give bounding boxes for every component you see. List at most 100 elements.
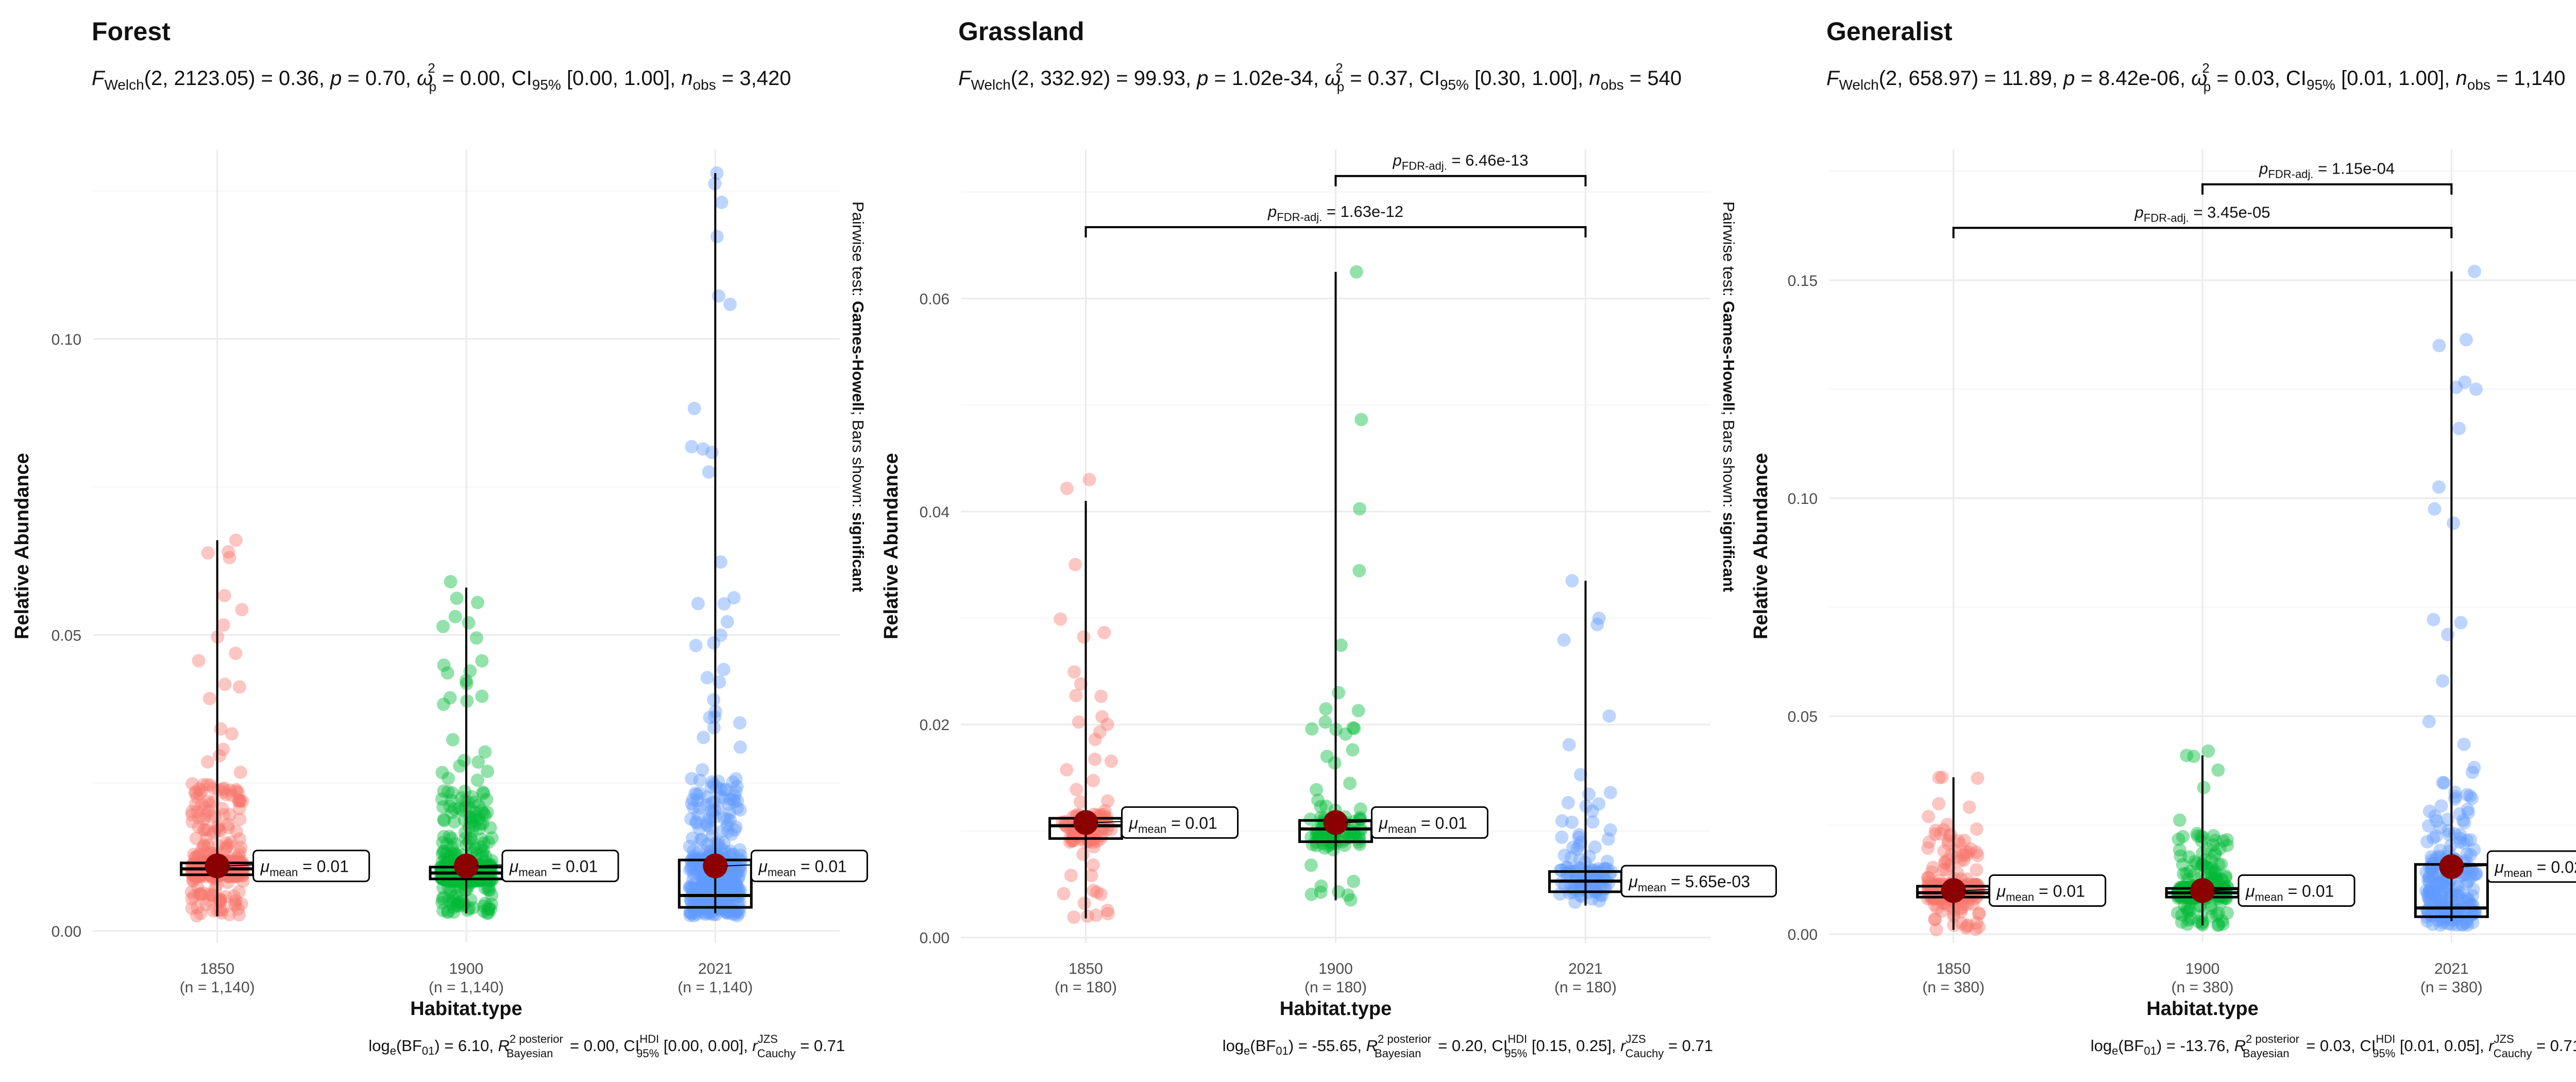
data-point <box>1935 770 1949 784</box>
y-tick-label: 0.15 <box>1788 273 1818 290</box>
panel-title: Forest <box>92 17 171 46</box>
data-point <box>2210 872 2224 886</box>
data-point <box>729 869 743 883</box>
data-point <box>727 789 741 803</box>
data-point <box>1964 842 1978 856</box>
data-point <box>2209 864 2222 878</box>
data-point <box>465 790 479 804</box>
x-tick-n-label: (n = 180) <box>1055 979 1117 996</box>
data-point <box>2457 836 2471 850</box>
data-point <box>1950 850 1964 864</box>
data-point <box>197 840 211 854</box>
data-point <box>221 818 235 832</box>
data-point <box>691 863 705 877</box>
data-point <box>716 895 730 909</box>
data-point <box>1970 878 1984 892</box>
x-tick-n-label: (n = 180) <box>1554 979 1617 996</box>
data-point <box>707 693 721 707</box>
data-point <box>226 870 240 884</box>
data-point <box>234 897 248 911</box>
data-point <box>1346 743 1360 757</box>
mean-label-connector <box>2212 889 2239 891</box>
data-point <box>191 901 205 915</box>
data-point <box>436 800 450 814</box>
data-point <box>2205 909 2218 923</box>
y-tick-label: 0.00 <box>1788 926 1818 943</box>
data-point <box>480 792 494 806</box>
data-point <box>2436 916 2450 930</box>
data-point <box>187 848 201 861</box>
data-point <box>1555 814 1569 828</box>
data-point <box>731 890 744 904</box>
data-point <box>447 901 461 914</box>
data-point <box>2422 715 2436 729</box>
data-point <box>1304 858 1318 872</box>
data-point <box>2443 911 2456 925</box>
data-point <box>219 836 233 850</box>
data-point <box>2421 886 2434 900</box>
data-point <box>2464 833 2478 847</box>
data-point <box>198 809 212 823</box>
data-point <box>1564 851 1578 865</box>
data-point <box>701 790 714 804</box>
mean-point <box>1941 878 1966 903</box>
data-point <box>723 814 737 827</box>
data-point <box>2221 906 2234 920</box>
data-point <box>693 801 707 815</box>
data-point <box>230 851 244 865</box>
data-point <box>453 759 467 773</box>
data-point <box>707 721 721 735</box>
data-point <box>693 833 707 847</box>
data-point <box>2429 884 2443 898</box>
data-point <box>472 874 486 887</box>
x-tick-n-label: (n = 1,140) <box>180 979 255 996</box>
data-point <box>733 803 747 817</box>
data-point <box>730 780 744 793</box>
data-point <box>686 831 700 845</box>
data-point <box>2436 889 2449 903</box>
comparison-bracket: pFDR-adj. = 3.45e-05 <box>1952 203 2453 239</box>
mean-label-connector <box>2462 865 2488 867</box>
data-point <box>191 880 205 894</box>
mean-label-connector <box>476 864 503 867</box>
data-point <box>1060 481 1074 495</box>
data-point <box>1921 871 1935 885</box>
data-point <box>437 784 451 798</box>
data-point <box>703 711 717 724</box>
data-point <box>2443 886 2456 900</box>
data-point <box>2216 834 2230 848</box>
data-point <box>2214 857 2228 871</box>
data-point <box>475 689 489 703</box>
data-point <box>701 899 715 912</box>
data-point <box>2420 835 2434 849</box>
data-point <box>691 597 705 611</box>
data-point <box>203 778 217 792</box>
data-point <box>1084 869 1098 883</box>
data-point <box>2182 913 2196 927</box>
data-point <box>702 465 716 479</box>
x-tick-label: 1850 <box>1936 960 1971 977</box>
data-point <box>714 789 727 803</box>
data-point <box>1557 849 1571 862</box>
data-point <box>482 835 496 849</box>
data-point <box>1069 557 1082 571</box>
data-point <box>2422 885 2436 899</box>
data-point <box>725 902 739 916</box>
data-point <box>2429 895 2443 909</box>
data-point <box>476 785 490 799</box>
data-point <box>1938 855 1952 869</box>
data-point <box>714 555 727 569</box>
data-point <box>1572 880 1586 893</box>
y-tick-label: 0.00 <box>52 923 81 940</box>
data-point <box>470 874 484 888</box>
data-point <box>719 905 733 919</box>
data-point <box>483 821 497 835</box>
data-point <box>448 610 462 623</box>
data-point <box>445 786 459 800</box>
data-point <box>703 814 716 827</box>
mean-point <box>1073 810 1098 835</box>
data-point <box>702 883 716 897</box>
data-point <box>2434 891 2448 905</box>
y-tick-label: 0.05 <box>52 627 81 644</box>
data-point <box>1087 840 1101 854</box>
